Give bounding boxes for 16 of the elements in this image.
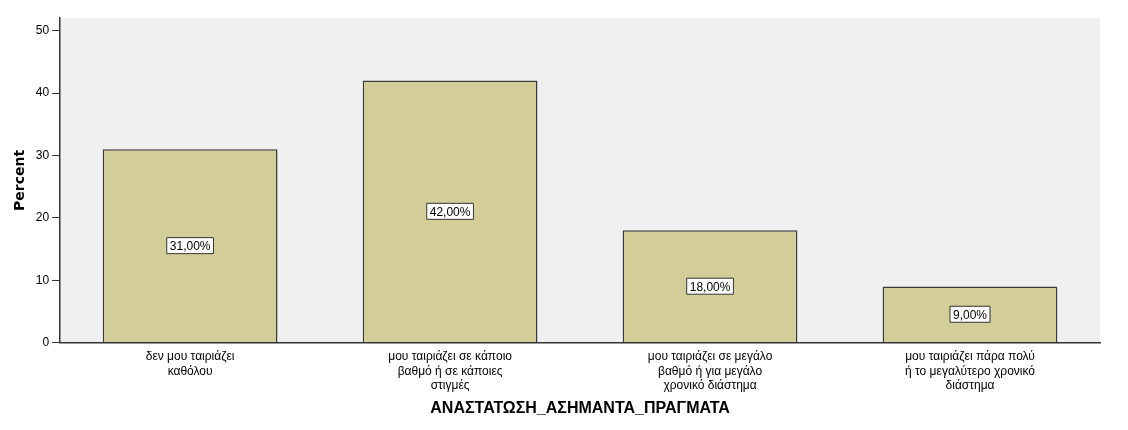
y-tick-label: 30 <box>35 147 50 162</box>
y-tick-label: 20 <box>35 210 50 225</box>
y-tick-label: 50 <box>35 22 50 37</box>
x-tick-label: μου ταιριάζει σε κάποιο βαθμό ή σε κάποιες στιγμές <box>388 349 513 392</box>
data-label: 31,00% <box>169 238 211 253</box>
y-tick-label: 40 <box>35 85 50 100</box>
x-tick-label: μου ταιριάζει σε μεγάλο βαθμό ή για μεγάλο χρονικό διάστημα <box>647 349 773 392</box>
x-axis-title: ΑΝΑΣΤΑΤΩΣΗ_ΑΣΗΜΑΝΤΑ_ΠΡΑΓΜΑΤΑ <box>430 398 731 416</box>
y-axis-title: Percent <box>11 149 28 211</box>
y-tick-label: 10 <box>35 272 50 287</box>
data-label: 18,00% <box>689 279 731 294</box>
x-tick-label: μου ταιριάζει πάρα πολύ ή το μεγαλύτερο χρονικό διάστημα <box>905 349 1036 392</box>
data-label: 9,00% <box>953 307 988 322</box>
y-tick-label: 0 <box>42 334 50 349</box>
x-tick-label: δεν μου ταιριάζει καθόλου <box>145 349 235 378</box>
data-label: 42,00% <box>429 204 471 219</box>
